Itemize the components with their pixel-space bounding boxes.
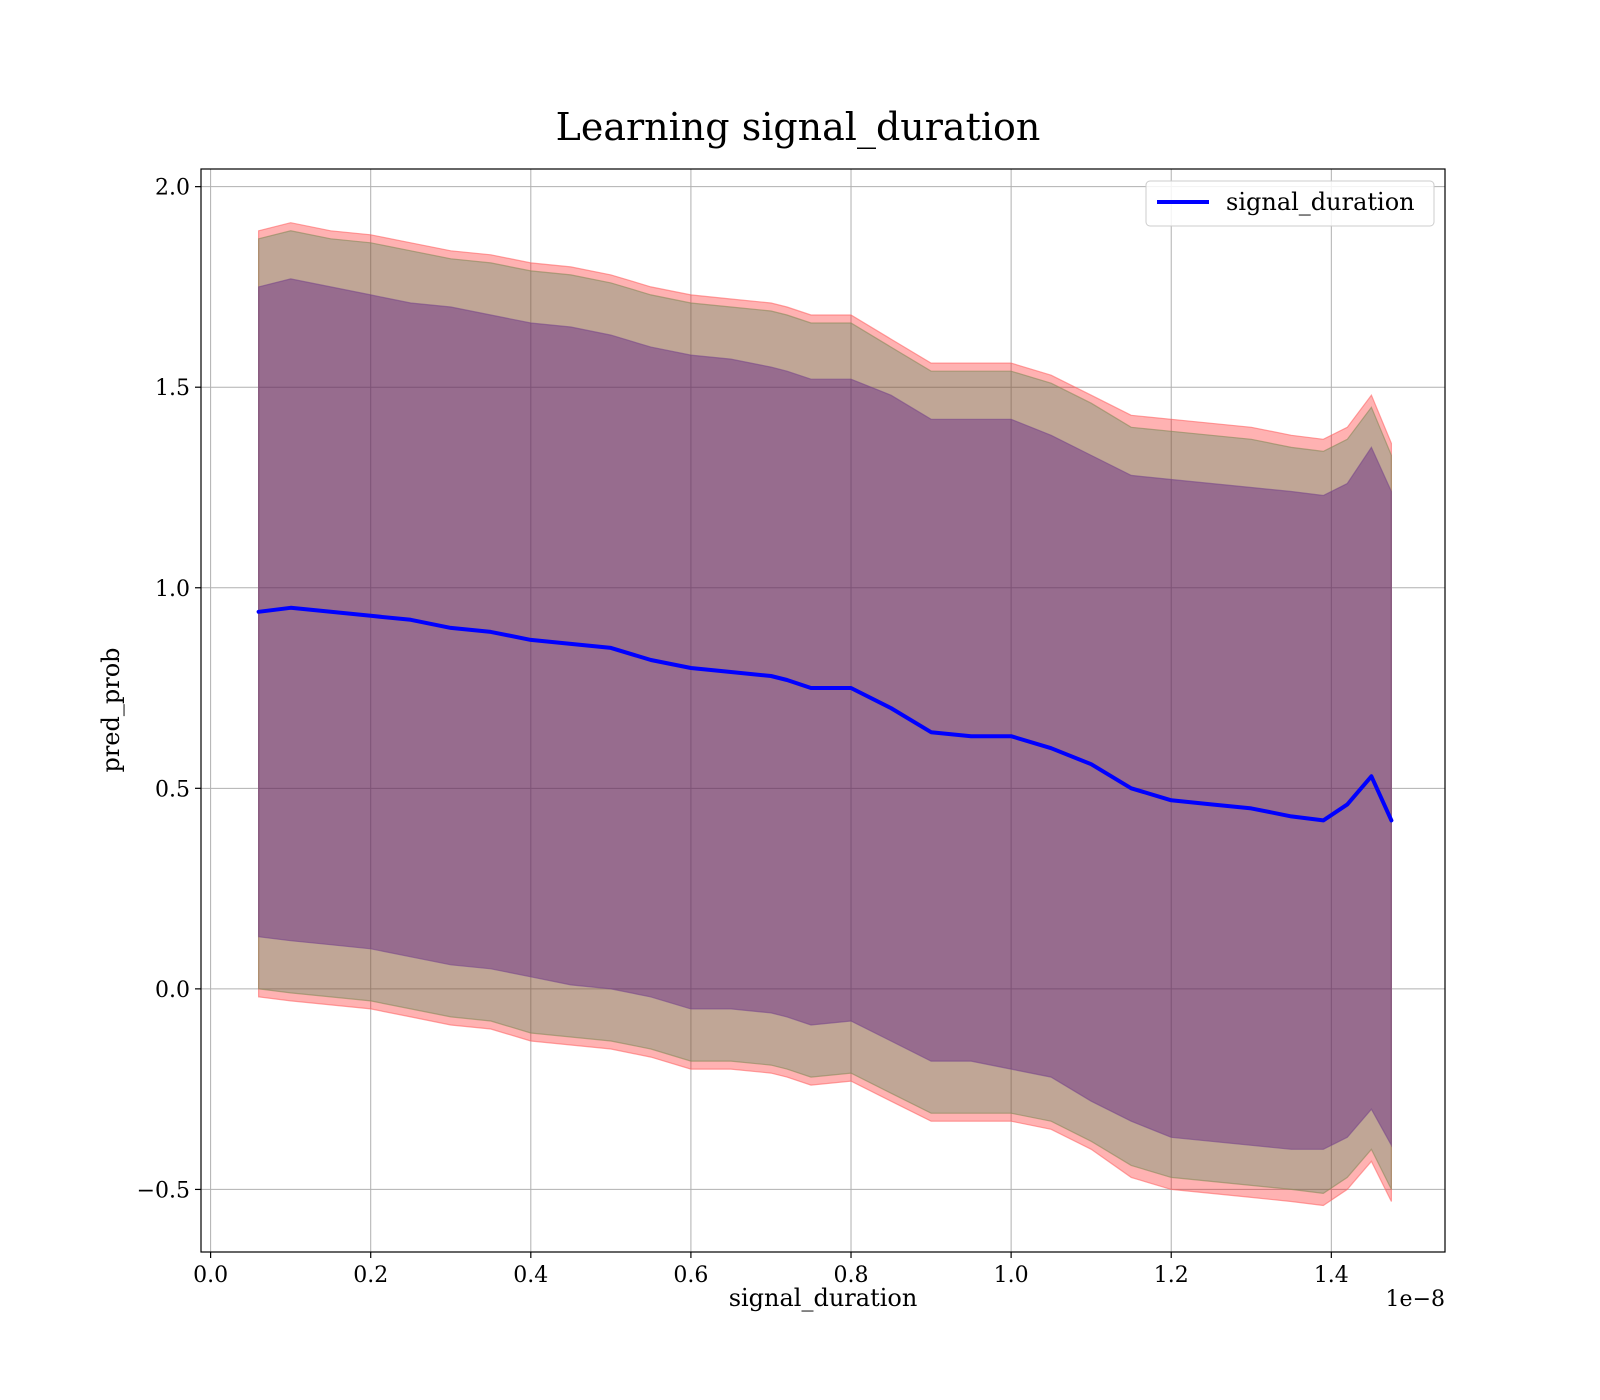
- x-tick-label: 0.2: [353, 1263, 388, 1288]
- plot-frame: [200, 168, 1446, 1253]
- y-tick-label: 1.0: [155, 577, 190, 602]
- x-axis-label: signal_duration: [729, 1284, 918, 1312]
- legend: signal_duration: [1145, 180, 1435, 227]
- x-tick-label: 1.2: [1154, 1263, 1189, 1288]
- x-tick-label: 0.0: [193, 1263, 228, 1288]
- confidence-band-3: [258, 278, 1392, 1150]
- y-tick-label: −0.5: [137, 1178, 190, 1203]
- x-tick-label: 1.0: [994, 1263, 1029, 1288]
- legend-box: [1145, 180, 1435, 227]
- y-tick-label: 0.5: [155, 777, 190, 802]
- series-line-1: [256, 605, 1394, 823]
- x-tick-label: 0.6: [673, 1263, 708, 1288]
- confidence-band-1: [258, 222, 1392, 1207]
- legend-label: signal_duration: [1226, 188, 1415, 216]
- y-axis-label: pred_prob: [97, 647, 125, 772]
- x-tick-label: 0.4: [513, 1263, 548, 1288]
- y-tick-label: 2.0: [155, 176, 190, 201]
- y-ticks: −0.5 0.0 0.5 1.0 1.5 2.0: [137, 176, 201, 1203]
- band-layer: [258, 222, 1392, 1207]
- x-ticks: 0.0 0.2 0.4 0.6 0.8 1.0 1.2 1.4: [193, 1252, 1349, 1288]
- x-tick-label: 1.4: [1314, 1263, 1349, 1288]
- confidence-band-2: [258, 230, 1392, 1195]
- y-tick-label: 1.5: [155, 376, 190, 401]
- x-tick-label: 0.8: [834, 1263, 869, 1288]
- line-layer: [256, 605, 1394, 823]
- y-tick-label: 0.0: [155, 978, 190, 1003]
- chart-title: Learning signal_duration: [556, 105, 1041, 150]
- x-offset-label: 1e−8: [1386, 1287, 1445, 1312]
